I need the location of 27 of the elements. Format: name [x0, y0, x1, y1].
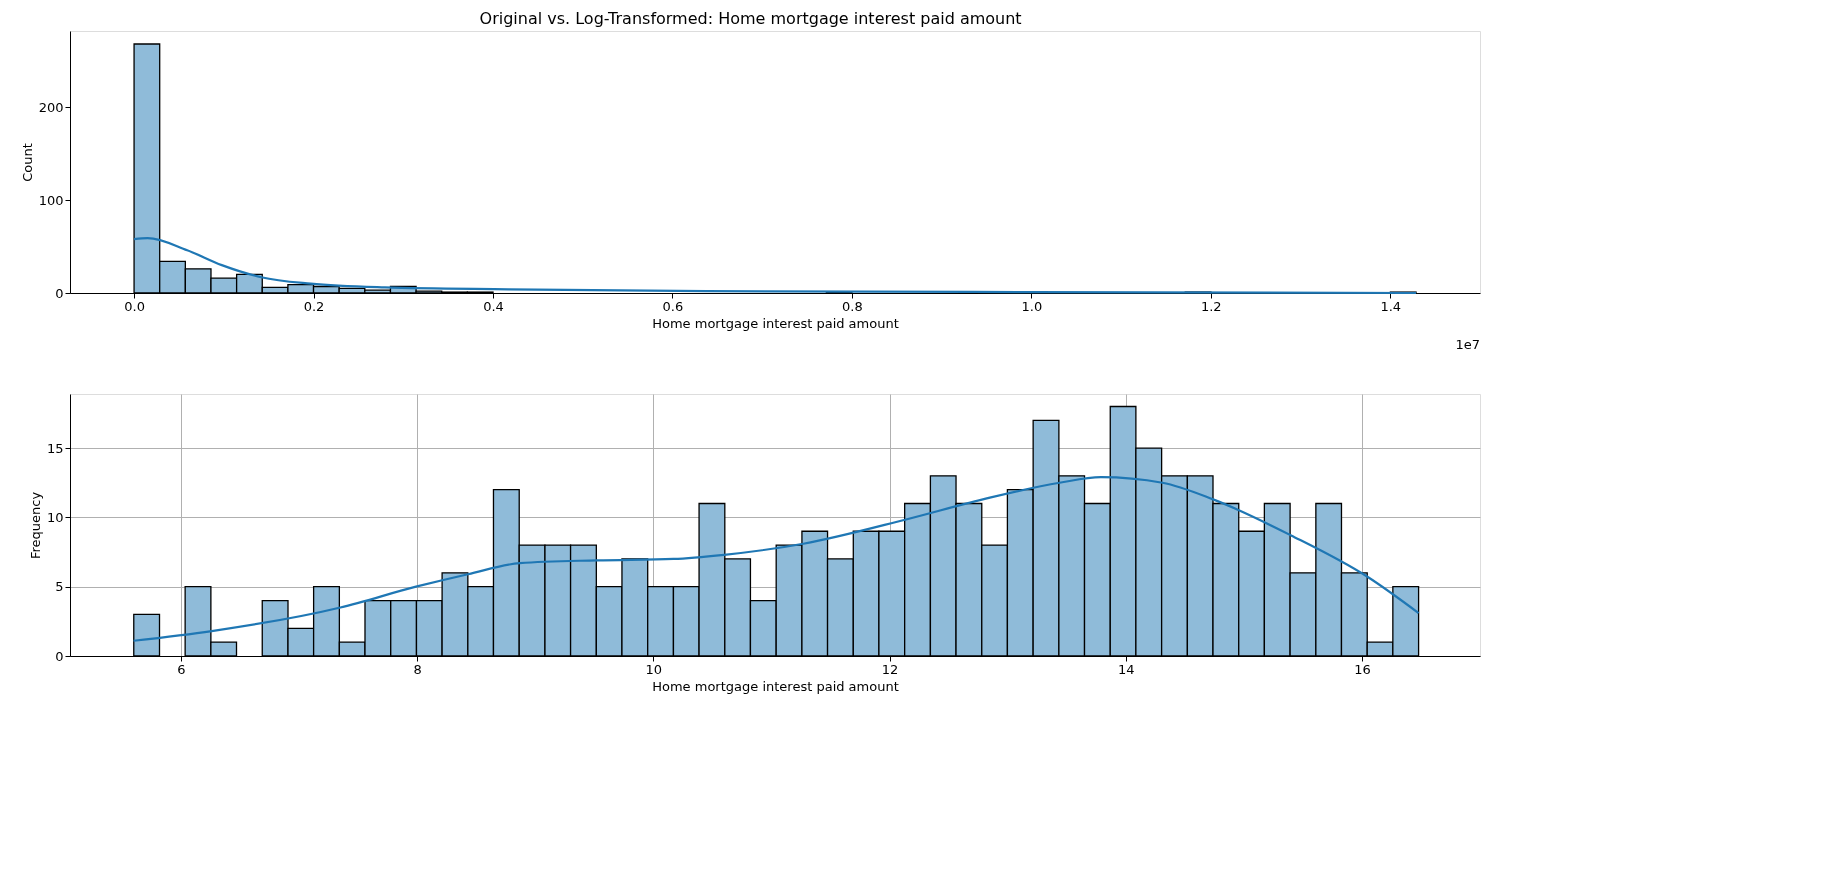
- x-axis-title: Home mortgage interest paid amount: [652, 315, 899, 331]
- y-tick-label: 200: [38, 99, 64, 115]
- x-tick-label: 0.4: [483, 298, 504, 314]
- text: 1e7: [1455, 337, 1480, 352]
- y-tick-label: 5: [55, 579, 64, 595]
- x-tick-label: 1.4: [1380, 298, 1402, 314]
- chart-title: Original vs. Log-Transformed: Home mortgage interest paid amount: [479, 8, 1022, 28]
- y-tick-label: 0: [55, 648, 64, 664]
- x-tick-label: 8: [413, 661, 422, 677]
- y-tick-label: 100: [38, 192, 64, 208]
- x-tick-label: 16: [1354, 661, 1371, 677]
- y-tick-label: 15: [46, 440, 64, 456]
- x-tick-label: 1.2: [1200, 298, 1222, 314]
- x-tick-label: 0.2: [303, 298, 325, 314]
- x-tick-label: 0.8: [842, 298, 863, 314]
- y-axis-title: Frequency: [27, 491, 43, 560]
- x-tick-label: 10: [645, 661, 663, 677]
- x-tick-label: 0.0: [124, 298, 145, 314]
- x-tick-label: 0.6: [662, 298, 684, 314]
- x-tick-label: 6: [177, 661, 186, 677]
- y-tick-label: 10: [46, 509, 64, 525]
- x-tick-label: 1.0: [1021, 298, 1043, 314]
- x-axis-title: Home mortgage interest paid amount: [652, 678, 899, 694]
- x-tick-label: 12: [881, 661, 899, 677]
- x-tick-label: 14: [1117, 661, 1135, 677]
- y-axis-title: Count: [19, 143, 35, 182]
- y-tick-label: 0: [55, 285, 64, 301]
